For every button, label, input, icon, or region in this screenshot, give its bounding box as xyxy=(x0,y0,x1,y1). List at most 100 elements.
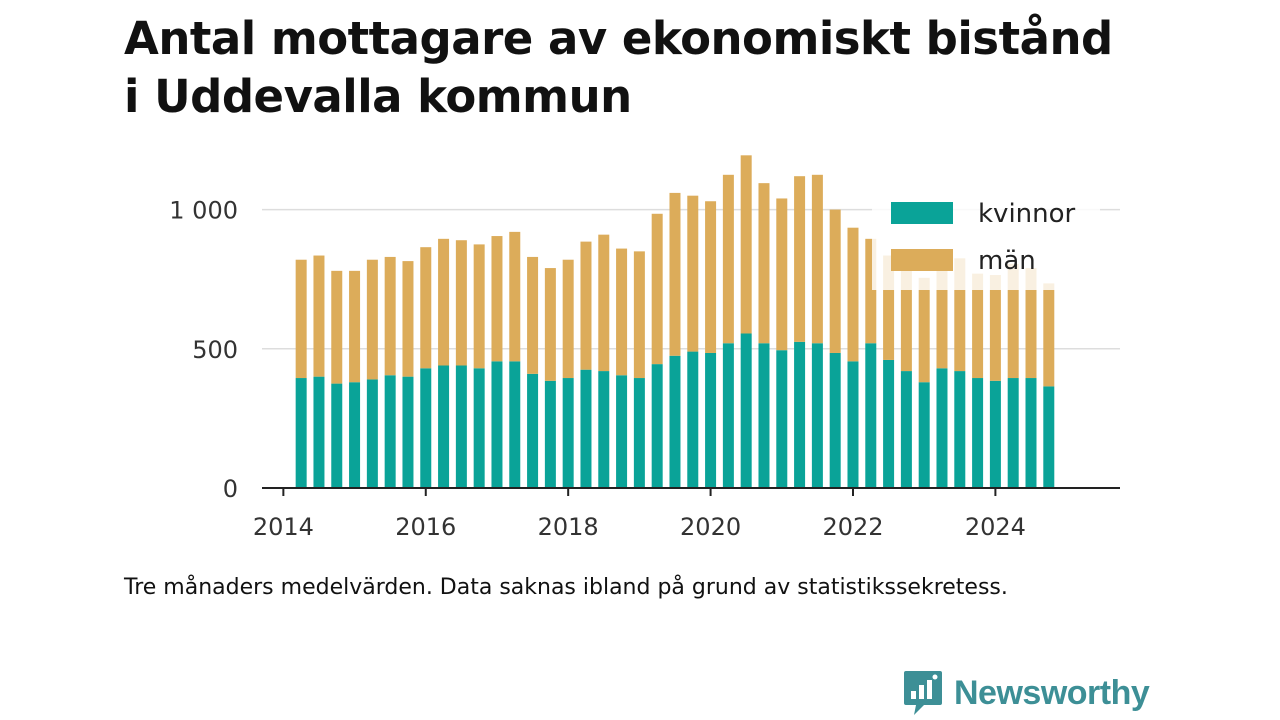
bar-man xyxy=(829,209,841,353)
bar-kvinnor xyxy=(989,380,1001,488)
bar-kvinnor xyxy=(669,355,681,488)
chart-title: Antal mottagare av ekonomiskt bistånd i … xyxy=(124,10,1204,126)
bar-kvinnor xyxy=(633,378,645,488)
bar-kvinnor xyxy=(455,365,467,488)
legend-swatch-man xyxy=(891,249,953,271)
bar-man xyxy=(1007,263,1019,379)
stacked-bar-chart: 0 500 1 000 2014 2016 2018 2020 2022 2024 kvinno… xyxy=(169,155,1120,541)
bar-man xyxy=(527,256,539,374)
bar-kvinnor xyxy=(651,364,663,488)
bar-kvinnor xyxy=(598,371,610,488)
bar-kvinnor xyxy=(740,333,752,488)
bar-kvinnor xyxy=(295,378,307,488)
bar-kvinnor xyxy=(918,382,930,488)
bar-man xyxy=(900,256,912,372)
y-tick-label: 500 xyxy=(192,336,238,364)
bar-man xyxy=(633,251,645,379)
bar-kvinnor xyxy=(847,361,859,488)
x-tick-label: 2022 xyxy=(822,513,883,541)
bar-man xyxy=(936,252,948,369)
bar-kvinnor xyxy=(544,380,556,488)
bar-man xyxy=(509,231,521,362)
x-tick-label: 2018 xyxy=(538,513,599,541)
bar-kvinnor xyxy=(331,383,343,488)
bar-man xyxy=(384,256,396,376)
bar-kvinnor xyxy=(1007,378,1019,488)
chart-title-line-2: i Uddevalla kommun xyxy=(124,70,632,123)
brand-name: Newsworthy xyxy=(954,673,1150,712)
bar-kvinnor xyxy=(687,351,699,488)
bar-kvinnor xyxy=(349,382,361,488)
bar-kvinnor xyxy=(473,368,485,488)
legend-label: kvinnor xyxy=(978,199,1076,229)
x-tick-label: 2020 xyxy=(680,513,741,541)
bar-man xyxy=(473,244,485,369)
bar-man xyxy=(313,255,325,377)
bar-man xyxy=(687,195,699,352)
y-tick-label: 0 xyxy=(223,475,238,503)
bar-kvinnor xyxy=(776,350,788,488)
chart-caption: Tre månaders medelvärden. Data saknas ib… xyxy=(124,575,1008,600)
bar-kvinnor xyxy=(491,361,503,488)
bar-kvinnor xyxy=(509,361,521,488)
bar-man xyxy=(865,238,877,344)
bar-man xyxy=(366,259,378,380)
x-tick-label: 2014 xyxy=(253,513,314,541)
bar-kvinnor xyxy=(527,373,539,488)
bar-kvinnor xyxy=(811,343,823,488)
bar-man xyxy=(1025,268,1037,379)
bar-man xyxy=(954,258,966,372)
bar-kvinnor xyxy=(722,343,734,488)
brand-logo[interactable]: Newsworthy xyxy=(902,668,1150,718)
bar-man xyxy=(349,270,361,383)
bar-man xyxy=(544,268,556,381)
bar-kvinnor xyxy=(366,379,378,488)
bar-man xyxy=(562,259,574,379)
bar-kvinnor xyxy=(758,343,770,488)
bar-man xyxy=(331,270,343,384)
bar-man xyxy=(758,183,770,344)
bar-kvinnor xyxy=(616,375,628,488)
newsworthy-logo-icon xyxy=(904,671,942,715)
bar-kvinnor xyxy=(972,378,984,488)
bar-kvinnor xyxy=(438,365,450,488)
bar-man xyxy=(989,275,1001,381)
bar-man xyxy=(455,240,467,366)
bar-man xyxy=(420,247,432,369)
bar-man xyxy=(705,201,717,353)
chart-title-line-1: Antal mottagare av ekonomiskt bistånd xyxy=(124,12,1113,65)
bar-kvinnor xyxy=(580,369,592,488)
bar-man xyxy=(883,255,895,360)
bar-kvinnor xyxy=(865,343,877,488)
legend-label: män xyxy=(978,246,1036,276)
bar-kvinnor xyxy=(402,376,414,488)
bar-man xyxy=(722,174,734,344)
bar-kvinnor xyxy=(705,352,717,488)
bar-man xyxy=(438,238,450,366)
bar-man xyxy=(1043,283,1055,387)
bar-kvinnor xyxy=(829,352,841,488)
bar-man xyxy=(598,234,610,372)
x-tick-label: 2024 xyxy=(965,513,1026,541)
bar-kvinnor xyxy=(936,368,948,488)
bar-man xyxy=(776,198,788,351)
legend-swatch-kvinnor xyxy=(891,202,953,224)
bar-kvinnor xyxy=(1025,378,1037,488)
x-tick-label: 2016 xyxy=(395,513,456,541)
bar-man xyxy=(918,277,930,383)
bar-man xyxy=(669,192,681,356)
y-tick-label: 1 000 xyxy=(169,197,238,225)
bar-man xyxy=(847,227,859,362)
bar-kvinnor xyxy=(883,359,895,488)
bar-man xyxy=(794,176,806,342)
bar-kvinnor xyxy=(954,371,966,488)
bar-kvinnor xyxy=(313,376,325,488)
bar-kvinnor xyxy=(420,368,432,488)
bar-man xyxy=(491,236,503,362)
bar-man xyxy=(740,155,752,334)
bar-kvinnor xyxy=(562,378,574,488)
bar-man xyxy=(811,174,823,344)
bar-man xyxy=(972,273,984,379)
bar-man xyxy=(295,259,307,379)
bar-man xyxy=(580,241,592,370)
